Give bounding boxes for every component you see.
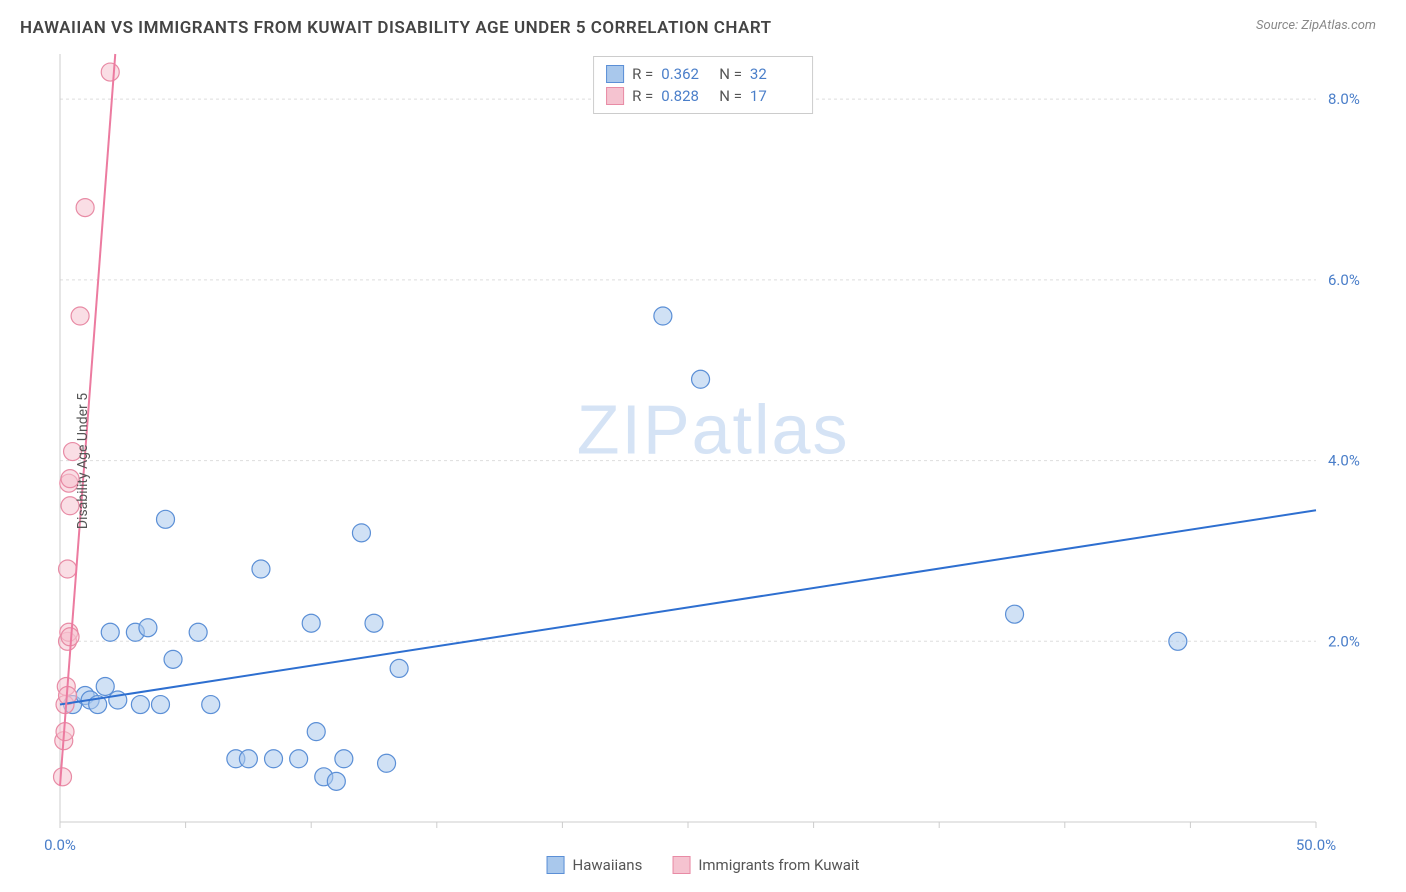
series-legend: Hawaiians Immigrants from Kuwait xyxy=(547,856,860,874)
data-point xyxy=(1006,605,1024,623)
data-point xyxy=(1169,632,1187,650)
chart-container: Disability Age Under 5 ZIPatlas 2.0% 4.0% 6… xyxy=(20,50,1386,872)
data-point xyxy=(390,659,408,677)
n-value: 17 xyxy=(750,87,800,105)
n-label: N = xyxy=(719,65,742,83)
stats-legend: R = 0.362 N = 32 R = 0.828 N = 17 xyxy=(593,56,813,114)
data-point xyxy=(302,614,320,632)
n-value: 32 xyxy=(750,65,800,83)
legend-swatch xyxy=(606,87,624,105)
legend-item: Immigrants from Kuwait xyxy=(672,856,859,874)
source-attribution: Source: ZipAtlas.com xyxy=(1256,18,1376,33)
watermark: ZIPatlas xyxy=(577,390,850,468)
data-point xyxy=(139,619,157,637)
data-point xyxy=(239,750,257,768)
data-point xyxy=(164,650,182,668)
data-point xyxy=(101,63,119,81)
x-tick-label: 50.0% xyxy=(1296,836,1336,854)
scatter-chart: ZIPatlas 2.0% 4.0% 6.0% 8.0% 0.0% 50.0% xyxy=(20,50,1386,872)
data-point xyxy=(252,560,270,578)
r-label: R = xyxy=(632,65,653,83)
stats-row: R = 0.828 N = 17 xyxy=(606,85,800,107)
chart-title: HAWAIIAN VS IMMIGRANTS FROM KUWAIT DISAB… xyxy=(20,18,772,38)
legend-swatch xyxy=(606,65,624,83)
data-point xyxy=(71,307,89,325)
data-point xyxy=(202,696,220,714)
n-label: N = xyxy=(719,87,742,105)
data-point xyxy=(265,750,283,768)
y-tick-label: 4.0% xyxy=(1328,452,1360,470)
data-point xyxy=(327,772,345,790)
data-point xyxy=(692,370,710,388)
legend-swatch xyxy=(672,856,690,874)
data-point xyxy=(151,696,169,714)
data-point xyxy=(654,307,672,325)
y-axis-label: Disability Age Under 5 xyxy=(75,393,91,529)
r-value: 0.362 xyxy=(661,65,711,83)
data-point xyxy=(54,768,72,786)
data-point xyxy=(352,524,370,542)
y-tick-label: 6.0% xyxy=(1328,271,1360,289)
legend-label: Hawaiians xyxy=(573,856,643,874)
data-point xyxy=(76,199,94,217)
stats-row: R = 0.362 N = 32 xyxy=(606,63,800,85)
legend-swatch xyxy=(547,856,565,874)
y-tick-label: 8.0% xyxy=(1328,90,1360,108)
data-point xyxy=(189,623,207,641)
r-label: R = xyxy=(632,87,653,105)
data-point xyxy=(290,750,308,768)
data-point xyxy=(365,614,383,632)
y-tick-label: 2.0% xyxy=(1328,632,1360,650)
data-point xyxy=(307,723,325,741)
x-tick-label: 0.0% xyxy=(44,836,76,854)
data-point xyxy=(101,623,119,641)
trend-line xyxy=(60,510,1316,704)
data-point xyxy=(131,696,149,714)
data-point xyxy=(59,560,77,578)
data-point xyxy=(157,510,175,528)
r-value: 0.828 xyxy=(661,87,711,105)
legend-item: Hawaiians xyxy=(547,856,643,874)
legend-label: Immigrants from Kuwait xyxy=(698,856,859,874)
data-point xyxy=(335,750,353,768)
data-point xyxy=(378,754,396,772)
